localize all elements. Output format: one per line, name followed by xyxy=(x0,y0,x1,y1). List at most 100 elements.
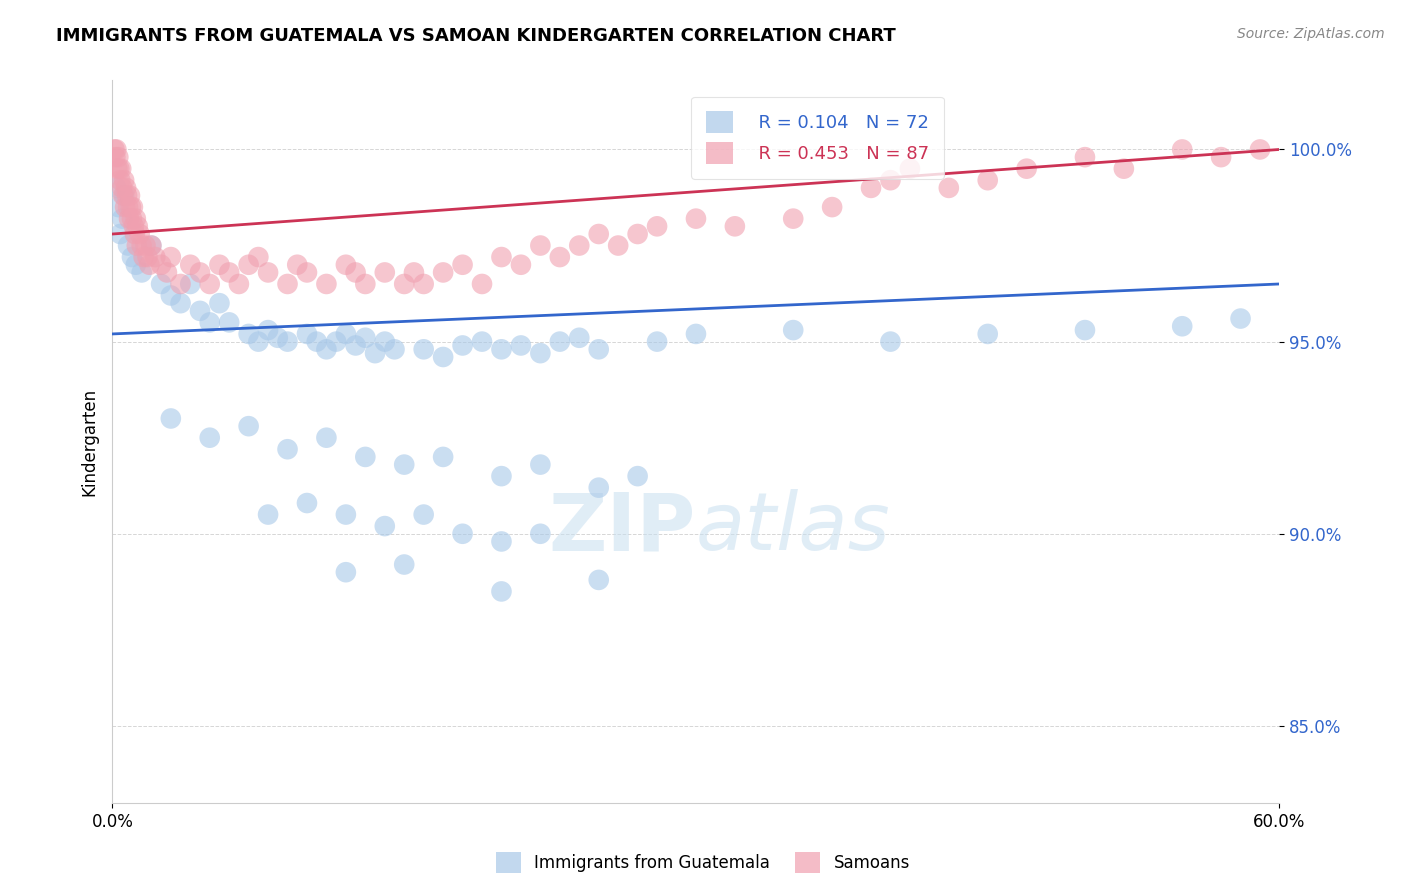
Point xyxy=(588,343,610,357)
Point xyxy=(141,238,163,252)
Point xyxy=(276,334,298,349)
Point xyxy=(335,565,357,579)
Point xyxy=(295,496,318,510)
Point xyxy=(110,161,132,176)
Point xyxy=(218,265,240,279)
Point xyxy=(394,277,416,291)
Point xyxy=(627,227,650,241)
Point xyxy=(267,331,290,345)
Point xyxy=(1074,323,1097,337)
Point xyxy=(124,227,146,241)
Point xyxy=(1229,311,1251,326)
Point xyxy=(451,526,474,541)
Point xyxy=(548,250,571,264)
Point xyxy=(122,219,145,234)
Point xyxy=(238,258,260,272)
Point xyxy=(132,250,155,264)
Point xyxy=(344,265,367,279)
Point xyxy=(125,238,148,252)
Point xyxy=(529,238,551,252)
Point xyxy=(136,250,159,264)
Point xyxy=(529,526,551,541)
Point xyxy=(374,265,396,279)
Point xyxy=(1074,150,1097,164)
Point xyxy=(412,508,434,522)
Point xyxy=(218,315,240,329)
Point xyxy=(859,181,883,195)
Point xyxy=(160,411,183,425)
Point xyxy=(257,323,280,337)
Point xyxy=(1112,161,1135,176)
Point xyxy=(627,469,650,483)
Text: atlas: atlas xyxy=(696,489,891,567)
Point xyxy=(548,334,571,349)
Text: ZIP: ZIP xyxy=(548,489,696,567)
Legend: Immigrants from Guatemala, Samoans: Immigrants from Guatemala, Samoans xyxy=(489,846,917,880)
Point xyxy=(1249,143,1271,157)
Point xyxy=(335,326,357,341)
Point xyxy=(1209,150,1232,164)
Point xyxy=(295,326,318,341)
Point xyxy=(121,211,143,226)
Point xyxy=(976,326,998,341)
Point xyxy=(121,250,143,264)
Point xyxy=(685,211,707,226)
Point xyxy=(110,227,132,241)
Point xyxy=(568,331,591,345)
Point xyxy=(364,346,387,360)
Point xyxy=(107,150,129,164)
Point xyxy=(105,181,128,195)
Point xyxy=(111,211,134,226)
Text: Source: ZipAtlas.com: Source: ZipAtlas.com xyxy=(1237,27,1385,41)
Point xyxy=(118,211,141,226)
Point xyxy=(125,258,148,272)
Point xyxy=(104,150,127,164)
Point xyxy=(169,277,191,291)
Point xyxy=(122,200,145,214)
Point xyxy=(588,481,610,495)
Point xyxy=(128,227,150,241)
Legend:   R = 0.104   N = 72,   R = 0.453   N = 87: R = 0.104 N = 72, R = 0.453 N = 87 xyxy=(692,96,943,178)
Point xyxy=(432,350,454,364)
Point xyxy=(114,200,136,214)
Point xyxy=(238,326,260,341)
Point xyxy=(208,296,231,310)
Point xyxy=(821,200,844,214)
Point xyxy=(143,250,166,264)
Point xyxy=(898,161,921,176)
Point xyxy=(150,277,173,291)
Point xyxy=(491,469,513,483)
Point xyxy=(412,277,434,291)
Point xyxy=(1171,143,1194,157)
Point xyxy=(509,338,531,352)
Point xyxy=(451,258,474,272)
Point xyxy=(198,431,221,445)
Point xyxy=(354,450,377,464)
Point xyxy=(588,227,610,241)
Point xyxy=(451,338,474,352)
Point xyxy=(374,334,396,349)
Point xyxy=(198,277,221,291)
Point xyxy=(295,265,318,279)
Point xyxy=(412,343,434,357)
Y-axis label: Kindergarten: Kindergarten xyxy=(80,387,98,496)
Point xyxy=(976,173,998,187)
Point xyxy=(607,238,630,252)
Point xyxy=(491,534,513,549)
Point xyxy=(228,277,250,291)
Point xyxy=(276,277,298,291)
Point xyxy=(247,250,270,264)
Point xyxy=(105,143,128,157)
Point xyxy=(105,161,128,176)
Point xyxy=(103,143,125,157)
Point xyxy=(127,219,149,234)
Point xyxy=(384,343,406,357)
Point xyxy=(588,573,610,587)
Point xyxy=(160,288,183,302)
Point xyxy=(325,334,347,349)
Point xyxy=(491,584,513,599)
Point xyxy=(471,277,494,291)
Point xyxy=(276,442,298,457)
Point xyxy=(432,265,454,279)
Point xyxy=(169,296,191,310)
